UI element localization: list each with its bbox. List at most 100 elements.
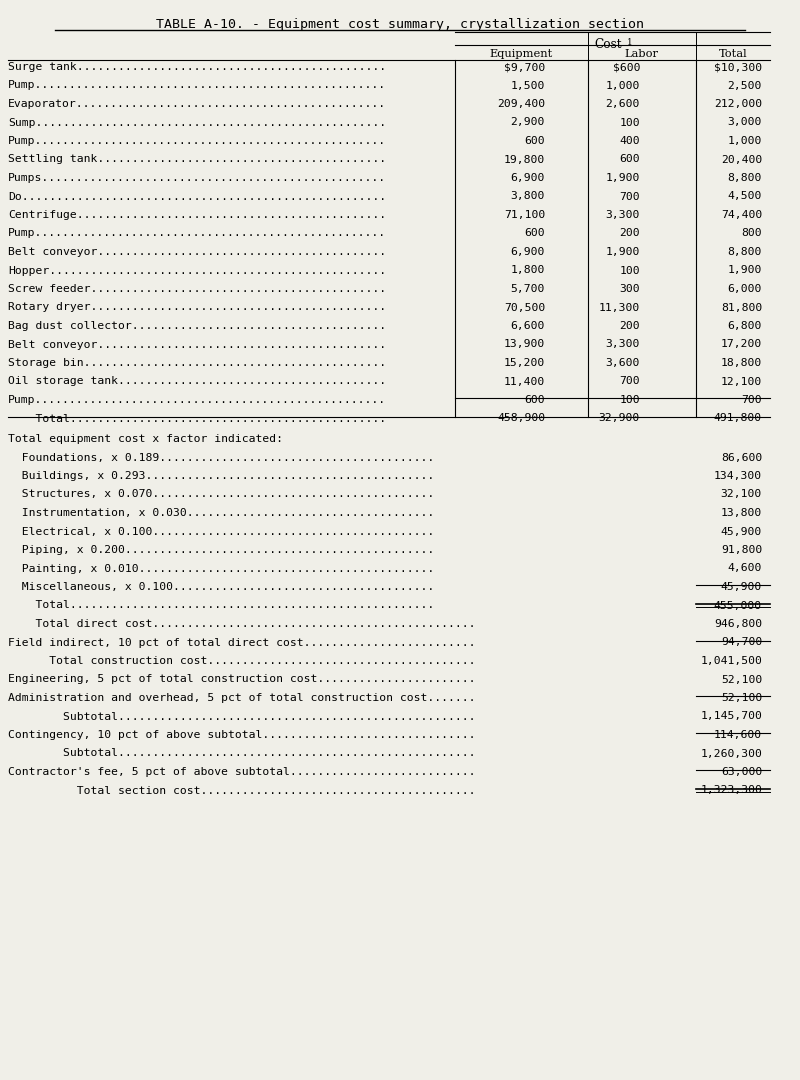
- Text: 63,000: 63,000: [721, 767, 762, 777]
- Text: 91,800: 91,800: [721, 545, 762, 555]
- Text: 8,800: 8,800: [728, 173, 762, 183]
- Text: 300: 300: [619, 284, 640, 294]
- Text: 1,900: 1,900: [606, 173, 640, 183]
- Text: 2,900: 2,900: [510, 118, 545, 127]
- Text: Total: Total: [718, 49, 747, 59]
- Text: Miscellaneous, x 0.100......................................: Miscellaneous, x 0.100..................…: [8, 582, 434, 592]
- Text: 200: 200: [619, 229, 640, 239]
- Text: Hopper.................................................: Hopper..................................…: [8, 266, 386, 275]
- Text: 3,800: 3,800: [510, 191, 545, 202]
- Text: Pump...................................................: Pump....................................…: [8, 395, 386, 405]
- Text: Bag dust collector.....................................: Bag dust collector......................…: [8, 321, 386, 330]
- Text: Total.....................................................: Total...................................…: [8, 600, 434, 610]
- Text: Rotary dryer...........................................: Rotary dryer............................…: [8, 302, 386, 312]
- Text: 209,400: 209,400: [497, 99, 545, 109]
- Text: Administration and overhead, 5 pct of total construction cost.......: Administration and overhead, 5 pct of to…: [8, 693, 475, 703]
- Text: 491,800: 491,800: [714, 414, 762, 423]
- Text: TABLE A-10. - Equipment cost summary, crystallization section: TABLE A-10. - Equipment cost summary, cr…: [156, 18, 644, 31]
- Text: Pump...................................................: Pump....................................…: [8, 229, 386, 239]
- Text: 600: 600: [524, 229, 545, 239]
- Text: Total construction cost.......................................: Total construction cost.................…: [8, 656, 475, 666]
- Text: 11,300: 11,300: [598, 302, 640, 312]
- Text: 700: 700: [619, 191, 640, 202]
- Text: 86,600: 86,600: [721, 453, 762, 462]
- Text: 45,900: 45,900: [721, 582, 762, 592]
- Text: 1,000: 1,000: [606, 81, 640, 91]
- Text: 1,323,300: 1,323,300: [700, 785, 762, 796]
- Text: 2,600: 2,600: [606, 99, 640, 109]
- Text: 81,800: 81,800: [721, 302, 762, 312]
- Text: 8,800: 8,800: [728, 247, 762, 257]
- Text: 6,000: 6,000: [728, 284, 762, 294]
- Text: Engineering, 5 pct of total construction cost.......................: Engineering, 5 pct of total construction…: [8, 675, 475, 685]
- Text: Subtotal....................................................: Subtotal................................…: [8, 748, 475, 758]
- Text: Belt conveyor..........................................: Belt conveyor...........................…: [8, 247, 386, 257]
- Text: Foundations, x 0.189........................................: Foundations, x 0.189....................…: [8, 453, 434, 462]
- Text: Piping, x 0.200.............................................: Piping, x 0.200.........................…: [8, 545, 434, 555]
- Text: Storage bin............................................: Storage bin.............................…: [8, 357, 386, 368]
- Text: Labor: Labor: [625, 49, 658, 59]
- Text: 134,300: 134,300: [714, 471, 762, 481]
- Text: 1,900: 1,900: [606, 247, 640, 257]
- Text: Electrical, x 0.100.........................................: Electrical, x 0.100.....................…: [8, 526, 434, 537]
- Text: 100: 100: [619, 266, 640, 275]
- Text: 600: 600: [524, 136, 545, 146]
- Text: Painting, x 0.010...........................................: Painting, x 0.010.......................…: [8, 564, 434, 573]
- Text: Evaporator.............................................: Evaporator..............................…: [8, 99, 386, 109]
- Text: 800: 800: [742, 229, 762, 239]
- Text: 18,800: 18,800: [721, 357, 762, 368]
- Text: $600: $600: [613, 62, 640, 72]
- Text: 45,900: 45,900: [721, 526, 762, 537]
- Text: Belt conveyor..........................................: Belt conveyor...........................…: [8, 339, 386, 350]
- Text: 200: 200: [619, 321, 640, 330]
- Text: 1,260,300: 1,260,300: [700, 748, 762, 758]
- Text: 6,900: 6,900: [510, 173, 545, 183]
- Text: 20,400: 20,400: [721, 154, 762, 164]
- Text: 94,700: 94,700: [721, 637, 762, 648]
- Text: Settling tank..........................................: Settling tank...........................…: [8, 154, 386, 164]
- Text: Oil storage tank.......................................: Oil storage tank........................…: [8, 377, 386, 387]
- Text: 1,800: 1,800: [510, 266, 545, 275]
- Text: 70,500: 70,500: [504, 302, 545, 312]
- Text: 1,145,700: 1,145,700: [700, 712, 762, 721]
- Text: Pump...................................................: Pump....................................…: [8, 81, 386, 91]
- Text: 1,900: 1,900: [728, 266, 762, 275]
- Text: 13,900: 13,900: [504, 339, 545, 350]
- Text: 458,900: 458,900: [497, 414, 545, 423]
- Text: 4,500: 4,500: [728, 191, 762, 202]
- Text: 52,100: 52,100: [721, 675, 762, 685]
- Text: Screw feeder...........................................: Screw feeder............................…: [8, 284, 386, 294]
- Text: 52,100: 52,100: [721, 693, 762, 703]
- Text: 12,100: 12,100: [721, 377, 762, 387]
- Text: 455,000: 455,000: [714, 600, 762, 610]
- Text: Equipment: Equipment: [490, 49, 553, 59]
- Text: 4,600: 4,600: [728, 564, 762, 573]
- Text: Pumps..................................................: Pumps...................................…: [8, 173, 386, 183]
- Text: 1,500: 1,500: [510, 81, 545, 91]
- Text: 3,600: 3,600: [606, 357, 640, 368]
- Text: Subtotal....................................................: Subtotal................................…: [8, 712, 475, 721]
- Text: 700: 700: [742, 395, 762, 405]
- Text: Contingency, 10 pct of above subtotal...............................: Contingency, 10 pct of above subtotal...…: [8, 730, 475, 740]
- Text: 212,000: 212,000: [714, 99, 762, 109]
- Text: Do.....................................................: Do......................................…: [8, 191, 386, 202]
- Text: 17,200: 17,200: [721, 339, 762, 350]
- Text: 114,600: 114,600: [714, 730, 762, 740]
- Text: Contractor's fee, 5 pct of above subtotal...........................: Contractor's fee, 5 pct of above subtota…: [8, 767, 475, 777]
- Text: $10,300: $10,300: [714, 62, 762, 72]
- Text: 32,900: 32,900: [598, 414, 640, 423]
- Text: 5,700: 5,700: [510, 284, 545, 294]
- Text: 2,500: 2,500: [728, 81, 762, 91]
- Text: 1,041,500: 1,041,500: [700, 656, 762, 666]
- Text: 32,100: 32,100: [721, 489, 762, 499]
- Text: 100: 100: [619, 395, 640, 405]
- Text: Structures, x 0.070.........................................: Structures, x 0.070.....................…: [8, 489, 434, 499]
- Text: Instrumentation, x 0.030....................................: Instrumentation, x 0.030................…: [8, 508, 434, 518]
- Text: Total equipment cost x factor indicated:: Total equipment cost x factor indicated:: [8, 434, 283, 444]
- Text: 15,200: 15,200: [504, 357, 545, 368]
- Text: 3,300: 3,300: [606, 210, 640, 220]
- Text: Surge tank.............................................: Surge tank..............................…: [8, 62, 386, 72]
- Text: Centrifuge.............................................: Centrifuge..............................…: [8, 210, 386, 220]
- Text: 74,400: 74,400: [721, 210, 762, 220]
- Text: 6,600: 6,600: [510, 321, 545, 330]
